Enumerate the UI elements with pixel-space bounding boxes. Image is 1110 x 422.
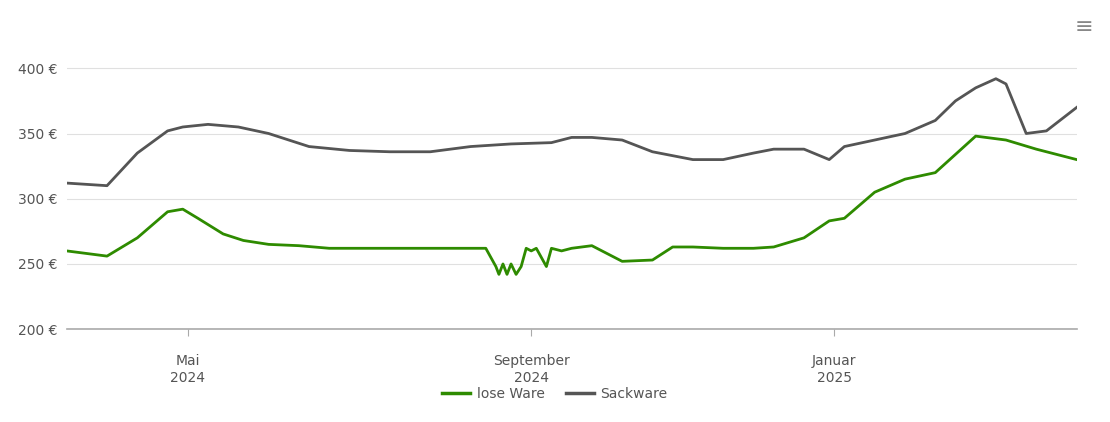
Legend: lose Ware, Sackware: lose Ware, Sackware: [437, 381, 673, 407]
Text: 2024: 2024: [514, 371, 548, 385]
Text: September: September: [493, 354, 569, 368]
Text: Mai: Mai: [175, 354, 200, 368]
Text: 2024: 2024: [170, 371, 205, 385]
Text: ≡: ≡: [1074, 17, 1093, 37]
Text: Januar: Januar: [813, 354, 857, 368]
Text: 2025: 2025: [817, 371, 851, 385]
